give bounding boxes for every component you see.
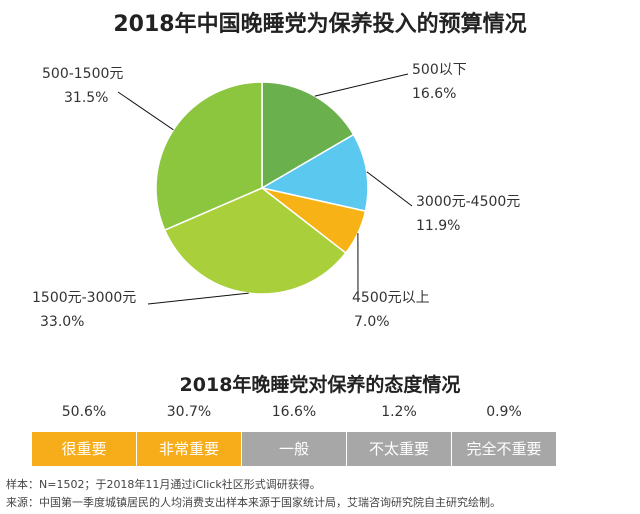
leader-line — [366, 171, 413, 207]
attitude-value: 50.6% — [61, 404, 107, 420]
footnote-sample: 样本：N=1502；于2018年11月通过iClick社区形式调研获得。 — [6, 478, 321, 491]
leader-line — [117, 91, 174, 131]
slice-value: 16.6% — [412, 86, 457, 102]
attitude-box-not-at-all-important: 完全不重要 — [452, 432, 556, 466]
slice-name: 500-1500元 — [42, 66, 124, 82]
slice-name: 4500元以上 — [352, 290, 430, 306]
slice-value: 7.0% — [354, 314, 390, 330]
attitude-box-very-important: 很重要 — [32, 432, 136, 466]
slice-label-3000-4500: 3000元-4500元 11.9% — [416, 190, 520, 238]
slice-label-over-4500: 4500元以上 7.0% — [352, 286, 430, 334]
slice-label-1500-3000: 1500元-3000元 33.0% — [32, 286, 136, 334]
slice-name: 500以下 — [412, 62, 467, 78]
leader-line — [314, 73, 409, 97]
slice-value: 11.9% — [416, 218, 461, 234]
footnote-source: 来源：中国第一季度城镇居民的人均消费支出样本来源于国家统计局，艾瑞咨询研究院自主… — [6, 496, 501, 509]
attitude-box-not-important: 不太重要 — [347, 432, 451, 466]
attitude-value: 1.2% — [381, 404, 417, 420]
pie-chart-title: 2018年中国晚睡党为保养投入的预算情况 — [113, 12, 527, 37]
budget-pie-chart — [117, 73, 413, 305]
slice-name: 3000元-4500元 — [416, 194, 521, 210]
attitude-value: 30.7% — [166, 404, 212, 420]
attitude-box-extremely-important: 非常重要 — [137, 432, 241, 466]
attitude-value: 0.9% — [486, 404, 522, 420]
slice-label-500-1500: 500-1500元 31.5% — [42, 62, 123, 110]
slice-under-500 — [261, 81, 355, 190]
slice-500-1500 — [155, 81, 263, 232]
attitude-title: 2018年晚睡党对保养的态度情况 — [179, 374, 461, 396]
attitude-value: 16.6% — [271, 404, 317, 420]
slice-label-under-500: 500以下 16.6% — [412, 58, 467, 106]
slice-value: 33.0% — [40, 314, 85, 330]
slice-name: 1500元-3000元 — [32, 290, 137, 306]
attitude-box-neutral: 一般 — [242, 432, 346, 466]
leader-line — [147, 292, 249, 305]
slice-3000-4500 — [259, 133, 369, 213]
slice-value: 31.5% — [64, 90, 109, 106]
